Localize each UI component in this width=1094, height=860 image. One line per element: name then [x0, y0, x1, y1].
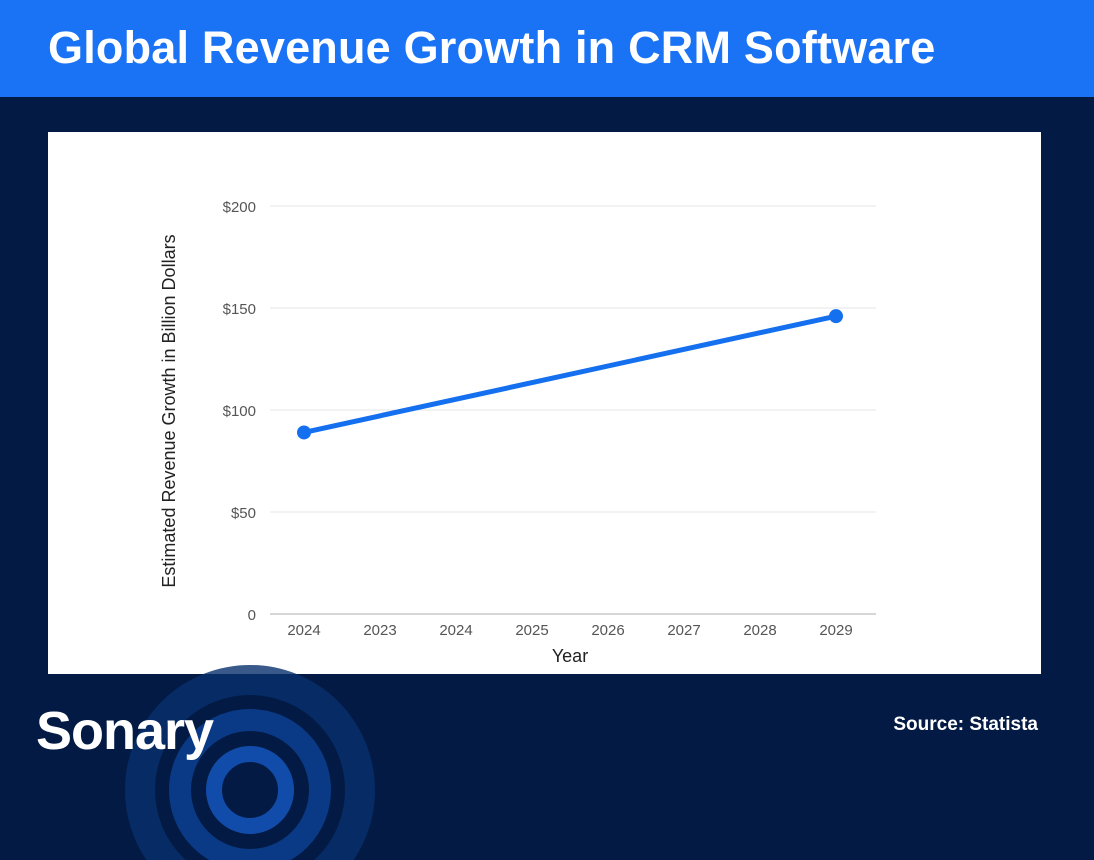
line-chart: 0 $50 $100 $150 $200 2024 2023 2024 2025 2026 2027…: [159, 199, 876, 666]
source-label: Source: Statista: [893, 714, 1038, 735]
x-tick-label: 2026: [591, 622, 624, 639]
y-tick-label: $100: [223, 403, 256, 420]
x-tick-label: 2023: [363, 622, 396, 639]
series-line: [301, 313, 839, 435]
x-tick-label: 2029: [819, 622, 852, 639]
data-point: [297, 425, 311, 440]
x-axis-title: Year: [552, 646, 588, 666]
y-tick-label: $200: [223, 199, 256, 216]
x-tick-label: 2024: [287, 622, 320, 639]
sonary-logo: Sonary: [36, 701, 214, 761]
y-tick-label: 0: [248, 607, 256, 624]
x-tick-label: 2027: [667, 622, 700, 639]
chart-card: 0 $50 $100 $150 $200 2024 2023 2024 2025 2026 2027…: [48, 132, 1041, 674]
x-tick-label: 2028: [743, 622, 776, 639]
y-axis-title: Estimated Revenue Growth in Billion Doll…: [159, 234, 179, 587]
header-banner: Global Revenue Growth in CRM Software: [0, 0, 1094, 97]
data-point: [829, 309, 843, 324]
page-title: Global Revenue Growth in CRM Software: [48, 22, 936, 73]
y-tick-label: $50: [231, 505, 256, 522]
x-tick-label: 2024: [439, 622, 472, 639]
x-tick-label: 2025: [515, 622, 548, 639]
y-tick-label: $150: [223, 301, 256, 318]
